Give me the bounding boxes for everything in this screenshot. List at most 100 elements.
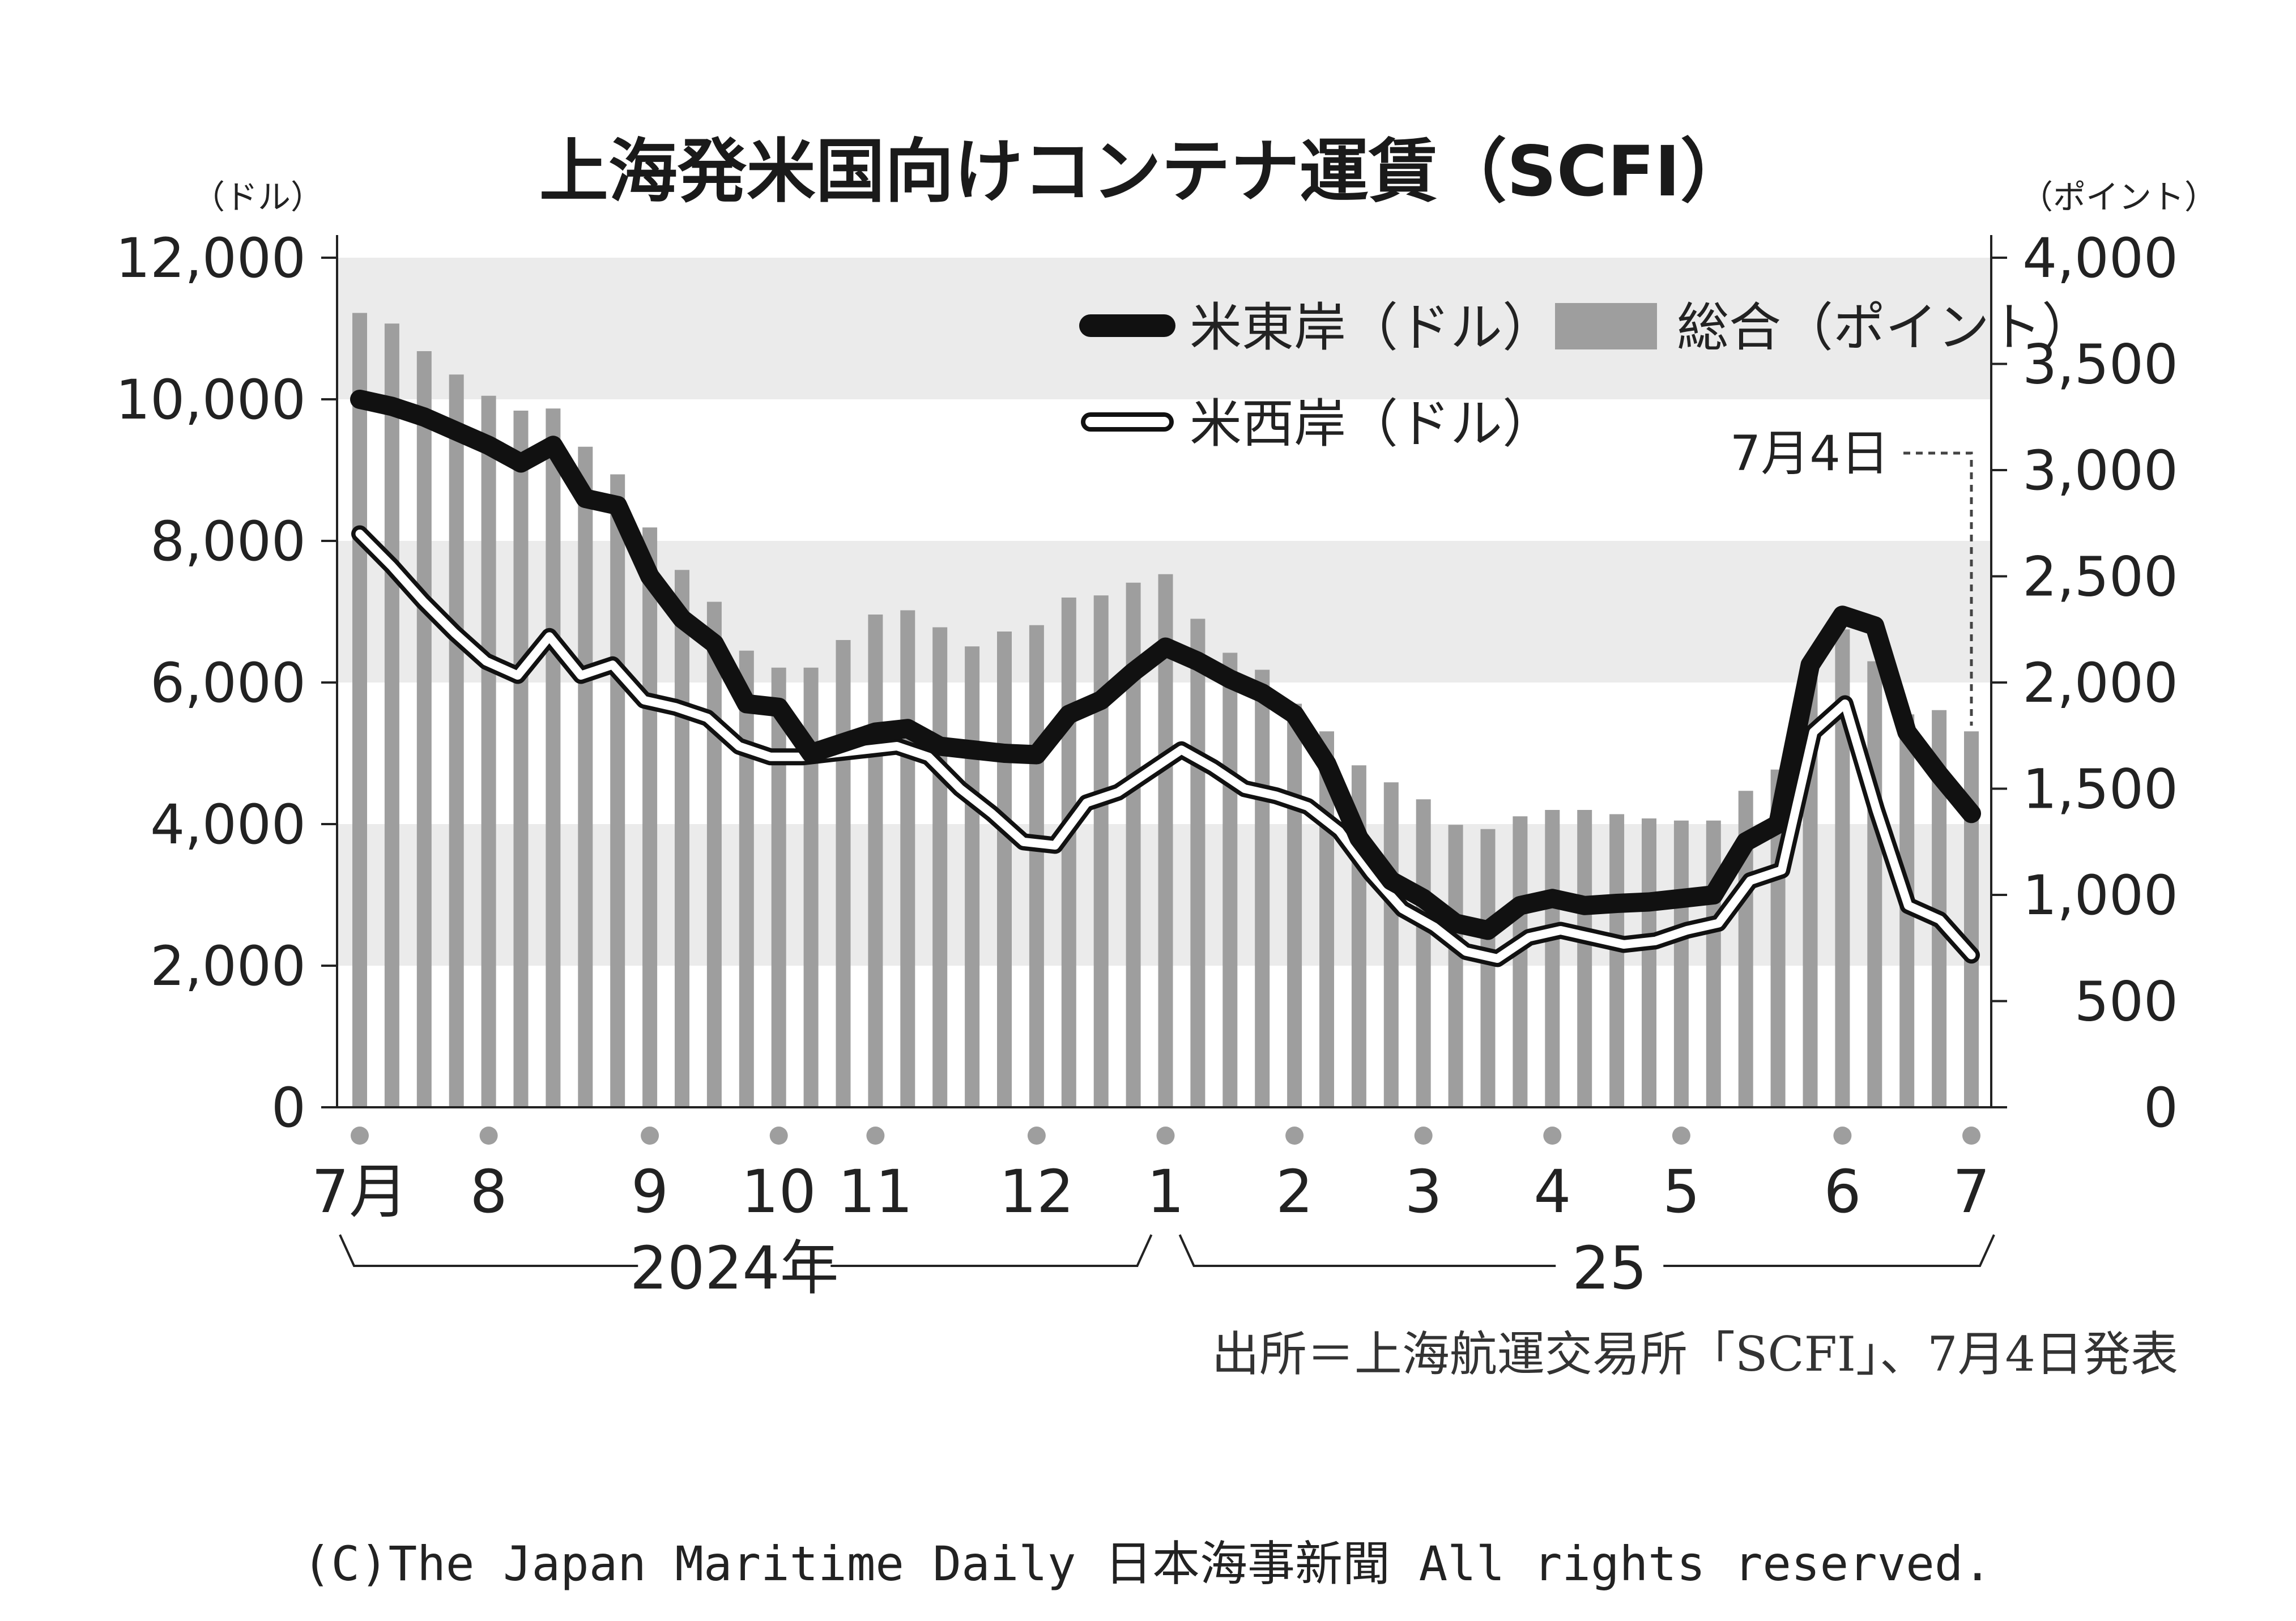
date-annotation: 7月4日 bbox=[1730, 425, 1973, 726]
right-tick-label: 1,000 bbox=[2022, 864, 2178, 927]
year-label-2024: 2024年 bbox=[630, 1234, 839, 1303]
composite-bar bbox=[1706, 820, 1721, 1107]
composite-bar bbox=[836, 640, 851, 1107]
chart-title: 上海発米国向けコンテナ運賃（SCFI） bbox=[539, 131, 1749, 212]
composite-bar bbox=[1867, 661, 1882, 1107]
right-tick-label: 2,500 bbox=[2022, 545, 2178, 609]
composite-bar bbox=[1513, 816, 1528, 1107]
month-dot bbox=[1962, 1127, 1980, 1145]
legend-composite-label: 総合（ポイント） bbox=[1677, 297, 2094, 358]
month-label: 9 bbox=[631, 1157, 668, 1226]
month-dot bbox=[1156, 1127, 1175, 1145]
month-label: 8 bbox=[470, 1157, 508, 1226]
composite-bar bbox=[1964, 731, 1979, 1107]
month-dot bbox=[1285, 1127, 1304, 1145]
composite-bar bbox=[1190, 618, 1205, 1107]
composite-bar bbox=[1480, 829, 1496, 1107]
year-label-bg bbox=[638, 1226, 831, 1294]
left-tick-label: 10,000 bbox=[116, 368, 306, 432]
month-dot bbox=[351, 1127, 369, 1145]
composite-bar bbox=[771, 667, 786, 1107]
composite-bar bbox=[449, 374, 464, 1107]
composite-bar bbox=[1642, 818, 1656, 1107]
composite-bar bbox=[610, 474, 625, 1107]
composite-bar bbox=[1383, 782, 1399, 1107]
composite-bar bbox=[513, 411, 529, 1107]
composite-bar bbox=[1158, 574, 1173, 1107]
month-dot bbox=[1543, 1127, 1562, 1145]
right-tick-label: 3,000 bbox=[2022, 439, 2178, 502]
composite-bar bbox=[642, 527, 658, 1107]
right-tick-label: 1,500 bbox=[2022, 758, 2178, 821]
left-tick-label: 6,000 bbox=[150, 651, 306, 715]
month-dot bbox=[769, 1127, 788, 1145]
axes: 0 2,000 4,000 6,000 8,000 10,000 12,000 0 500 1,0… bbox=[116, 227, 2178, 1140]
month-dot bbox=[1672, 1127, 1690, 1145]
month-label: 4 bbox=[1533, 1157, 1571, 1226]
month-label: 11 bbox=[838, 1157, 913, 1226]
west-coast-line bbox=[355, 530, 1976, 963]
left-tick-label: 8,000 bbox=[150, 510, 306, 573]
composite-bar bbox=[1061, 598, 1076, 1107]
composite-bar bbox=[578, 446, 593, 1107]
composite-bar bbox=[1222, 652, 1238, 1107]
month-label: 12 bbox=[999, 1157, 1074, 1226]
annotation-leader bbox=[1903, 451, 1973, 726]
composite-bar bbox=[1545, 810, 1560, 1107]
month-label: 3 bbox=[1405, 1157, 1442, 1226]
right-tick-label: 0 bbox=[2144, 1076, 2178, 1140]
month-dot bbox=[641, 1127, 659, 1145]
right-tick-label: 500 bbox=[2075, 970, 2178, 1034]
annotation-label: 7月4日 bbox=[1730, 425, 1889, 482]
composite-bar bbox=[1416, 799, 1431, 1107]
month-label: 5 bbox=[1663, 1157, 1700, 1226]
month-label: 6 bbox=[1824, 1157, 1861, 1226]
composite-bar bbox=[706, 602, 722, 1107]
right-tick-label: 3,500 bbox=[2022, 333, 2178, 396]
left-tick-label: 12,000 bbox=[116, 227, 306, 290]
month-dot bbox=[866, 1127, 885, 1145]
rate-lines bbox=[350, 390, 1981, 967]
month-dot bbox=[1414, 1127, 1433, 1145]
composite-bar bbox=[1577, 810, 1592, 1107]
composite-bar bbox=[868, 615, 883, 1107]
right-tick-label: 2,000 bbox=[2022, 651, 2178, 715]
composite-bar bbox=[481, 395, 496, 1107]
month-dot bbox=[1833, 1127, 1852, 1145]
composite-bar bbox=[675, 570, 689, 1107]
left-axis-unit: （ドル） bbox=[192, 178, 323, 216]
year-label-bg bbox=[1556, 1226, 1664, 1294]
composite-bar bbox=[965, 646, 980, 1107]
month-label: 1 bbox=[1147, 1157, 1184, 1226]
composite-bar bbox=[1029, 625, 1044, 1107]
year-label-2025: 25 bbox=[1572, 1234, 1647, 1303]
legend-west-label: 米西岸（ドル） bbox=[1190, 394, 1554, 454]
source-note: 出所＝上海航運交易所「SCFI」、7月4日発表 bbox=[1212, 1326, 2178, 1382]
month-dot bbox=[479, 1127, 498, 1145]
left-tick-label: 2,000 bbox=[150, 935, 306, 998]
east-coast-line bbox=[350, 390, 1981, 940]
composite-bar bbox=[997, 632, 1012, 1107]
composite-bar bbox=[416, 351, 432, 1107]
month-label: 7月 bbox=[312, 1157, 408, 1226]
legend: 米東岸（ドル） 米西岸（ドル） 総合（ポイント） bbox=[1079, 297, 2094, 454]
month-label: 2 bbox=[1276, 1157, 1313, 1226]
composite-bar bbox=[1448, 825, 1463, 1107]
composite-bar bbox=[1609, 814, 1625, 1107]
left-tick-label: 4,000 bbox=[150, 793, 306, 856]
composite-bar bbox=[1673, 820, 1689, 1107]
month-label: 7 bbox=[1953, 1157, 1990, 1226]
composite-bar bbox=[739, 650, 754, 1107]
composite-bar bbox=[932, 627, 948, 1107]
right-axis-unit: （ポイント） bbox=[2020, 178, 2217, 216]
composite-bar bbox=[1255, 669, 1270, 1107]
composite-bar bbox=[1093, 595, 1109, 1107]
copyright-notice: (C)The Japan Maritime Daily 日本海事新聞 All r… bbox=[303, 1536, 1992, 1592]
composite-bar bbox=[384, 323, 399, 1107]
legend-composite-swatch bbox=[1555, 303, 1657, 349]
month-label: 10 bbox=[742, 1157, 816, 1226]
left-tick-label: 0 bbox=[271, 1076, 306, 1140]
composite-bar bbox=[546, 408, 561, 1107]
